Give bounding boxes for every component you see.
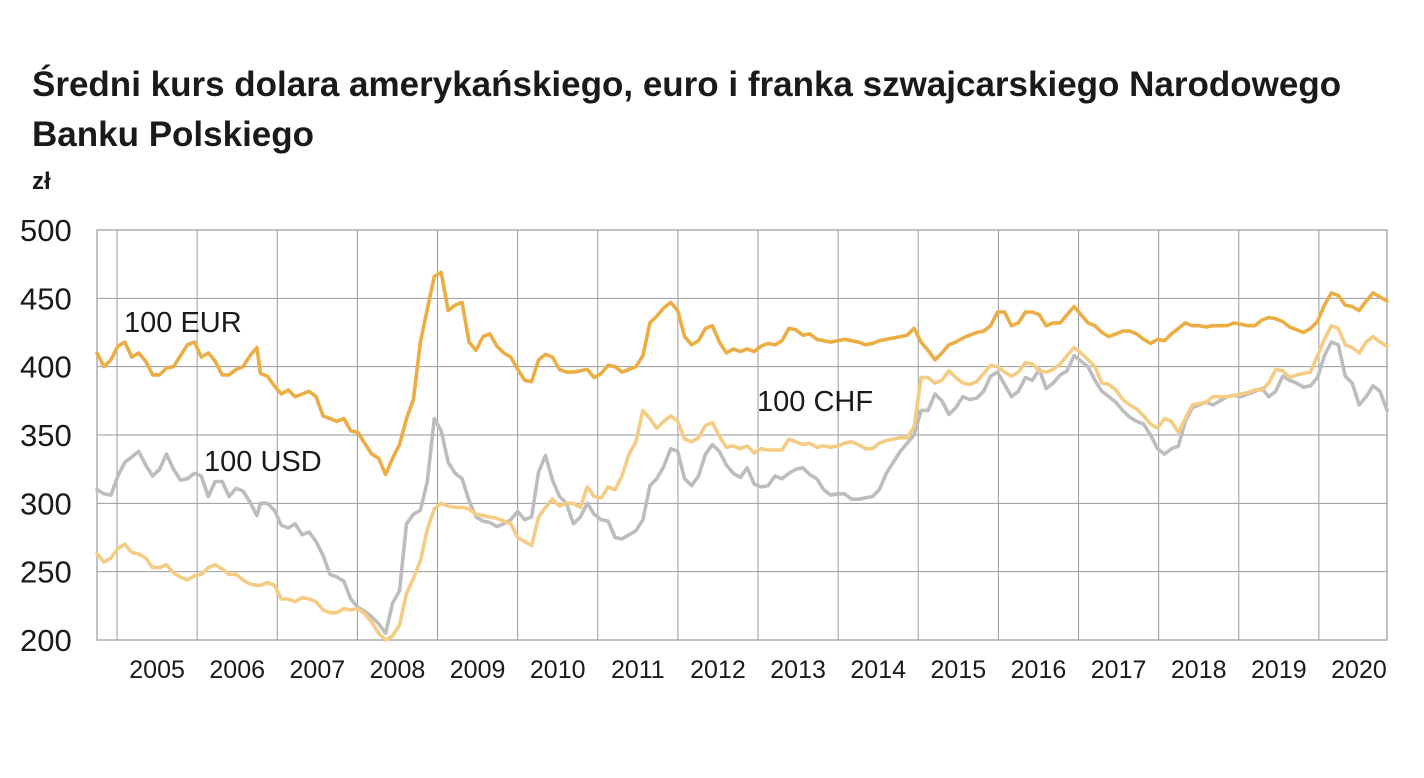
x-tick-label: 2008 <box>370 656 426 684</box>
x-tick-label: 2019 <box>1251 656 1307 684</box>
series-line-100-eur <box>95 270 1389 477</box>
y-tick-label: 400 <box>20 350 72 385</box>
x-tick-label: 2020 <box>1331 656 1387 684</box>
series-labels: 100 EUR 100 USD 100 CHF <box>124 307 873 478</box>
y-tick-label: 250 <box>20 555 72 590</box>
series-line-100-chf <box>95 323 1389 642</box>
series-label: 100 CHF <box>757 386 873 418</box>
x-tick-label: 2017 <box>1091 656 1147 684</box>
x-tick-label: 2013 <box>770 656 826 684</box>
x-tick-label: 2007 <box>290 656 346 684</box>
y-tick-label: 350 <box>20 418 72 453</box>
series-lines <box>95 270 1389 642</box>
x-tick-label: 2011 <box>611 656 665 684</box>
x-tick-label: 2005 <box>129 656 185 684</box>
series-label: 100 USD <box>204 446 322 478</box>
series-line-100-usd <box>95 340 1389 636</box>
series-label: 100 EUR <box>124 307 242 339</box>
chart-title: Średni kurs dolara amerykańskiego, euro … <box>32 65 1342 154</box>
y-tick-label: 450 <box>20 281 72 316</box>
y-tick-label: 500 <box>20 213 72 248</box>
x-tick-label: 2010 <box>530 656 586 684</box>
x-axis-ticks: 2005 2006 2007 2008 2009 2010 2011 2012 2013 2014… <box>129 656 1386 684</box>
x-tick-label: 2018 <box>1171 656 1227 684</box>
y-tick-label: 200 <box>20 623 72 658</box>
x-tick-label: 2012 <box>690 656 746 684</box>
x-tick-label: 2006 <box>209 656 265 684</box>
grid <box>96 229 1388 641</box>
y-axis-unit-label: zł <box>32 168 51 195</box>
y-axis-ticks: 200 250 300 350 400 450 500 <box>20 213 72 658</box>
x-tick-label: 2014 <box>850 656 906 684</box>
x-tick-label: 2015 <box>931 656 987 684</box>
x-tick-label: 2016 <box>1011 656 1067 684</box>
x-tick-label: 2009 <box>450 656 506 684</box>
y-tick-label: 300 <box>20 486 72 521</box>
